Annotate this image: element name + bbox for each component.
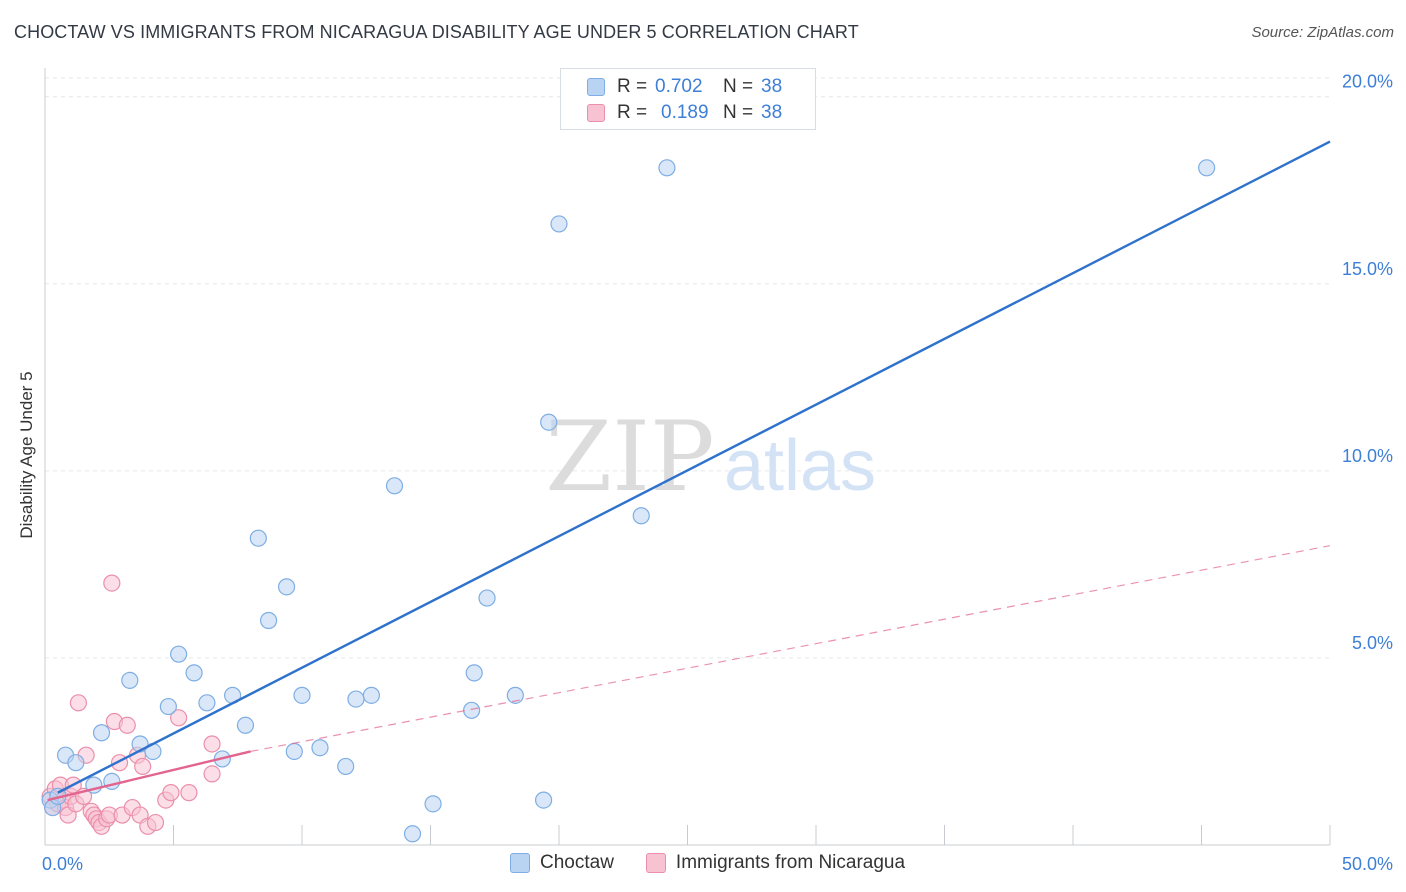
watermark: ZIP atlas (545, 401, 876, 513)
data-point-choctaw (121, 671, 139, 689)
trend-lines (47, 140, 1331, 802)
chart-title: CHOCTAW VS IMMIGRANTS FROM NICARAGUA DIS… (14, 22, 859, 42)
legend-r-label: R = (617, 102, 648, 123)
tick-labels: 5.0% 10.0% 15.0% 20.0% 0.0% 50.0% (42, 72, 1393, 874)
data-point-nicaragua (170, 709, 188, 727)
legend-label-choctaw: Choctaw (540, 852, 614, 873)
grid-lines (45, 77, 1330, 659)
data-point-choctaw (478, 589, 496, 607)
data-point-choctaw (658, 159, 676, 177)
legend-label-nicaragua: Immigrants from Nicaragua (675, 852, 906, 873)
legend-swatch-pink (645, 853, 666, 873)
data-point-nicaragua (180, 784, 198, 802)
legend-swatch-pink (587, 104, 605, 122)
data-point-choctaw (362, 686, 380, 704)
axes (44, 68, 1331, 846)
data-point-nicaragua (203, 765, 221, 783)
y-tick-label: 20.0% (1342, 72, 1393, 92)
data-point-choctaw (463, 701, 481, 719)
legend-swatch-blue (510, 853, 530, 873)
y-tick-label: 10.0% (1342, 446, 1393, 466)
data-point-choctaw (277, 578, 296, 596)
data-point-choctaw (67, 754, 85, 772)
data-point-choctaw (159, 697, 177, 716)
legend-r-value: 0.702 (655, 76, 703, 97)
legend-item-nicaragua[interactable]: Immigrants from Nicaragua (645, 852, 906, 874)
data-point-choctaw (403, 825, 422, 843)
y-axis-label: Disability Age Under 5 (17, 371, 36, 538)
data-point-choctaw (385, 477, 404, 495)
data-point-choctaw (259, 611, 278, 630)
watermark-zip: ZIP (545, 401, 714, 513)
data-point-choctaw (185, 664, 203, 682)
x-tick-label: 0.0% (42, 854, 83, 874)
data-point-choctaw (293, 686, 311, 704)
x-tick-label: 50.0% (1342, 854, 1393, 874)
data-point-choctaw (198, 694, 216, 712)
source-label: Source: ZipAtlas.com (1251, 24, 1394, 41)
legend-r-label: R = (617, 76, 648, 97)
data-point-choctaw (170, 645, 188, 663)
data-point-choctaw (506, 686, 524, 704)
data-point-choctaw (285, 742, 303, 761)
data-point-choctaw (249, 529, 267, 547)
data-point-nicaragua (69, 694, 88, 712)
legend-n-value: 38 (761, 76, 783, 97)
data-point-choctaw (424, 795, 442, 813)
data-point-choctaw (632, 507, 650, 525)
data-point-nicaragua (134, 757, 152, 776)
y-tick-label: 5.0% (1352, 633, 1393, 653)
legend-row-nicaragua: R = 0.189 N = 38 (587, 100, 782, 126)
data-point-nicaragua (203, 735, 221, 753)
data-point-nicaragua (118, 716, 136, 734)
data-point-nicaragua (146, 813, 165, 832)
data-point-nicaragua (162, 784, 180, 802)
data-point-choctaw (550, 215, 568, 233)
legend-item-choctaw[interactable]: Choctaw (510, 852, 614, 874)
y-tick-label: 15.0% (1342, 259, 1393, 279)
stats-legend: R = 0.702 N = 38 R = 0.189 N = 38 (560, 68, 816, 130)
data-point-choctaw (311, 739, 329, 757)
data-point-choctaw (534, 791, 553, 809)
data-point-choctaw (347, 690, 365, 708)
data-point-choctaw (465, 664, 483, 682)
legend-n-label: N = (723, 102, 754, 123)
data-point-choctaw (337, 757, 355, 776)
legend-swatch-blue (587, 78, 605, 96)
trend-line-nicaragua-extrapolated (250, 545, 1331, 753)
legend-n-label: N = (723, 76, 754, 97)
data-point-choctaw (236, 716, 255, 734)
legend-r-value: 0.189 (661, 102, 709, 123)
legend-n-value: 38 (761, 102, 783, 123)
watermark-atlas: atlas (724, 426, 876, 506)
data-point-choctaw (1198, 159, 1216, 177)
data-point-choctaw (92, 724, 111, 742)
trend-line-nicaragua (47, 750, 251, 802)
legend-row-choctaw: R = 0.702 N = 38 (587, 74, 782, 100)
series-legend: Choctaw Immigrants from Nicaragua (510, 852, 937, 874)
trend-line-choctaw (57, 140, 1331, 794)
data-point-choctaw (540, 413, 558, 431)
data-point-nicaragua (103, 574, 121, 592)
